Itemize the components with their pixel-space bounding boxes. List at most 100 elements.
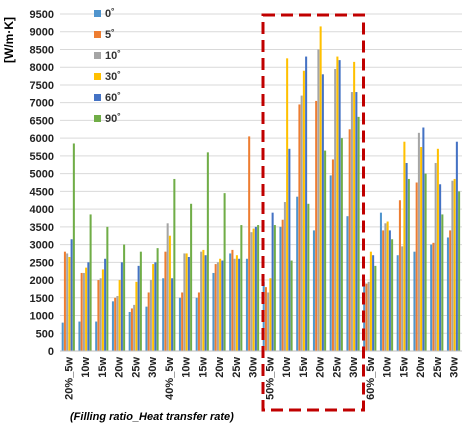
bar — [133, 304, 136, 351]
bar — [221, 260, 224, 351]
bar — [396, 255, 399, 351]
bar — [279, 226, 282, 351]
bar — [401, 246, 404, 351]
x-tick-label: 20w — [315, 357, 327, 378]
bar — [137, 265, 140, 351]
bar — [223, 193, 226, 351]
bar — [290, 260, 293, 351]
bar — [407, 178, 410, 351]
bar — [190, 203, 193, 351]
bar — [250, 232, 253, 351]
x-tick-label: 30w — [147, 357, 159, 378]
bar — [441, 214, 444, 351]
bar — [72, 143, 75, 351]
bar — [187, 256, 190, 351]
bar — [95, 321, 98, 351]
bar — [398, 200, 401, 351]
bar — [166, 223, 169, 351]
bar — [329, 175, 332, 351]
legend-label: 10˚ — [105, 50, 121, 62]
x-tick-label: 10w — [181, 357, 193, 378]
bar — [458, 191, 461, 351]
y-tick-label: 9500 — [30, 9, 54, 21]
bar — [283, 202, 286, 351]
bar — [197, 292, 200, 351]
y-tick-label: 6000 — [30, 133, 54, 145]
y-tick-label: 8500 — [30, 44, 54, 56]
bar — [430, 244, 433, 351]
bar — [417, 132, 420, 351]
bar — [200, 251, 203, 351]
x-tick-label: 30w — [348, 357, 360, 378]
bar — [346, 216, 349, 351]
bar — [118, 280, 121, 351]
bar — [331, 159, 334, 351]
bar — [420, 147, 423, 351]
bar — [178, 297, 181, 351]
y-tick-label: 3000 — [30, 240, 54, 252]
bar — [257, 225, 260, 351]
x-tick-label: 25w — [432, 357, 444, 378]
bar — [149, 280, 152, 351]
bar — [340, 138, 343, 351]
bar — [147, 292, 150, 351]
bar — [436, 148, 439, 351]
bar — [206, 152, 209, 351]
bar — [70, 239, 73, 351]
bar — [353, 61, 356, 352]
x-tick-label: 20w — [214, 357, 226, 378]
bar — [87, 262, 90, 351]
bar — [321, 74, 324, 351]
bar — [120, 262, 123, 351]
bar — [89, 214, 92, 351]
y-tick-label: 2000 — [30, 275, 54, 287]
bar — [240, 225, 243, 351]
bar — [114, 297, 117, 351]
bar — [233, 258, 236, 351]
bar — [156, 248, 159, 351]
y-tick-label: 5000 — [30, 169, 54, 181]
bar — [66, 253, 69, 351]
bar — [372, 255, 375, 351]
bar — [164, 251, 167, 351]
bar — [85, 267, 88, 351]
legend-label: 30˚ — [105, 71, 121, 83]
bar — [68, 256, 71, 351]
y-tick-label: 9000 — [30, 27, 54, 39]
bar — [432, 242, 435, 351]
bar — [350, 92, 353, 351]
bar — [271, 212, 274, 351]
bar — [152, 264, 155, 351]
x-tick-label: 15w — [298, 357, 310, 378]
y-tick-label: 7500 — [30, 80, 54, 92]
x-tick-label: 20w — [114, 357, 126, 378]
bar — [317, 49, 320, 351]
bar — [204, 255, 207, 351]
bar — [202, 249, 205, 351]
y-tick-label: 5500 — [30, 151, 54, 163]
bar — [238, 258, 241, 351]
y-axis-title: [W/m·K] — [2, 17, 16, 63]
bar — [63, 251, 66, 351]
x-tick-label: 40%_5w — [164, 357, 176, 400]
bar — [422, 127, 425, 351]
x-tick-label: 15w — [197, 357, 209, 378]
bar — [307, 203, 310, 351]
bar — [128, 311, 131, 351]
bar — [61, 322, 64, 351]
bar — [135, 281, 138, 351]
bar — [405, 162, 408, 351]
bar — [106, 226, 109, 351]
x-tick-label: 30w — [449, 357, 461, 378]
bar — [379, 212, 382, 351]
bar — [78, 321, 81, 351]
bar — [319, 26, 322, 351]
y-tick-label: 4000 — [30, 204, 54, 216]
bar — [254, 226, 257, 351]
x-tick-label: 10w — [382, 357, 394, 378]
bar — [154, 262, 157, 351]
bar — [388, 230, 391, 351]
